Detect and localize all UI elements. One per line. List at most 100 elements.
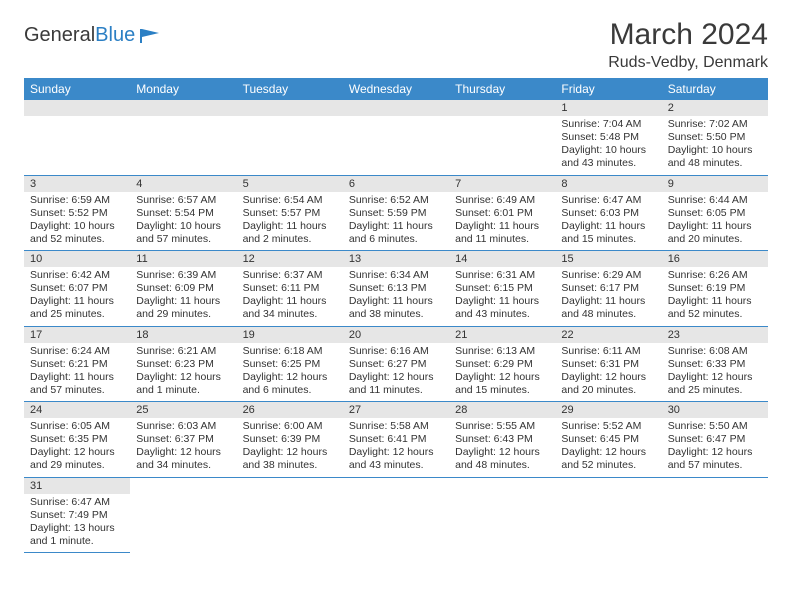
calendar-cell	[237, 100, 343, 175]
day-details: Sunrise: 6:11 AMSunset: 6:31 PMDaylight:…	[555, 343, 661, 402]
day-details: Sunrise: 6:52 AMSunset: 5:59 PMDaylight:…	[343, 192, 449, 251]
sunset-text: Sunset: 6:21 PM	[30, 358, 124, 371]
day-number: 9	[662, 176, 768, 192]
sunset-text: Sunset: 5:52 PM	[30, 207, 124, 220]
day-number: 8	[555, 176, 661, 192]
sunset-text: Sunset: 6:35 PM	[30, 433, 124, 446]
day-details: Sunrise: 7:04 AMSunset: 5:48 PMDaylight:…	[555, 116, 661, 175]
calendar-cell: 1Sunrise: 7:04 AMSunset: 5:48 PMDaylight…	[555, 100, 661, 175]
daylight-text: Daylight: 11 hours and 38 minutes.	[349, 295, 443, 321]
sunrise-text: Sunrise: 6:29 AM	[561, 269, 655, 282]
calendar-cell: 11Sunrise: 6:39 AMSunset: 6:09 PMDayligh…	[130, 251, 236, 327]
day-number: 11	[130, 251, 236, 267]
daylight-text: Daylight: 11 hours and 43 minutes.	[455, 295, 549, 321]
sunset-text: Sunset: 6:33 PM	[668, 358, 762, 371]
day-details: Sunrise: 6:47 AMSunset: 6:03 PMDaylight:…	[555, 192, 661, 251]
day-details: Sunrise: 6:57 AMSunset: 5:54 PMDaylight:…	[130, 192, 236, 251]
calendar-cell: 5Sunrise: 6:54 AMSunset: 5:57 PMDaylight…	[237, 175, 343, 251]
daylight-text: Daylight: 12 hours and 38 minutes.	[243, 446, 337, 472]
day-details: Sunrise: 6:34 AMSunset: 6:13 PMDaylight:…	[343, 267, 449, 326]
daylight-text: Daylight: 11 hours and 25 minutes.	[30, 295, 124, 321]
sunrise-text: Sunrise: 6:08 AM	[668, 345, 762, 358]
calendar-cell: 4Sunrise: 6:57 AMSunset: 5:54 PMDaylight…	[130, 175, 236, 251]
daylight-text: Daylight: 11 hours and 6 minutes.	[349, 220, 443, 246]
day-details: Sunrise: 6:13 AMSunset: 6:29 PMDaylight:…	[449, 343, 555, 402]
sunset-text: Sunset: 6:27 PM	[349, 358, 443, 371]
sunrise-text: Sunrise: 6:54 AM	[243, 194, 337, 207]
day-number: 15	[555, 251, 661, 267]
calendar-cell: 2Sunrise: 7:02 AMSunset: 5:50 PMDaylight…	[662, 100, 768, 175]
calendar-cell	[343, 477, 449, 553]
calendar-cell: 29Sunrise: 5:52 AMSunset: 6:45 PMDayligh…	[555, 402, 661, 478]
sunset-text: Sunset: 6:07 PM	[30, 282, 124, 295]
daylight-text: Daylight: 11 hours and 57 minutes.	[30, 371, 124, 397]
sunset-text: Sunset: 7:49 PM	[30, 509, 124, 522]
calendar-cell	[130, 477, 236, 553]
logo-flag-icon	[139, 27, 161, 45]
day-number: 31	[24, 478, 130, 494]
calendar-cell	[343, 100, 449, 175]
sunset-text: Sunset: 5:59 PM	[349, 207, 443, 220]
calendar-cell: 9Sunrise: 6:44 AMSunset: 6:05 PMDaylight…	[662, 175, 768, 251]
daylight-text: Daylight: 12 hours and 1 minute.	[136, 371, 230, 397]
daylight-text: Daylight: 11 hours and 48 minutes.	[561, 295, 655, 321]
sunset-text: Sunset: 6:45 PM	[561, 433, 655, 446]
day-details: Sunrise: 6:47 AMSunset: 7:49 PMDaylight:…	[24, 494, 130, 553]
day-number: 3	[24, 176, 130, 192]
daylight-text: Daylight: 11 hours and 34 minutes.	[243, 295, 337, 321]
day-number: 5	[237, 176, 343, 192]
sunset-text: Sunset: 6:03 PM	[561, 207, 655, 220]
daylight-text: Daylight: 11 hours and 15 minutes.	[561, 220, 655, 246]
calendar-row: 24Sunrise: 6:05 AMSunset: 6:35 PMDayligh…	[24, 402, 768, 478]
logo: GeneralBlue	[24, 24, 161, 47]
sunset-text: Sunset: 6:43 PM	[455, 433, 549, 446]
day-details: Sunrise: 6:08 AMSunset: 6:33 PMDaylight:…	[662, 343, 768, 402]
day-number: 17	[24, 327, 130, 343]
sunrise-text: Sunrise: 6:42 AM	[30, 269, 124, 282]
weekday-header: Monday	[130, 78, 236, 100]
calendar-row: 3Sunrise: 6:59 AMSunset: 5:52 PMDaylight…	[24, 175, 768, 251]
daylight-text: Daylight: 10 hours and 48 minutes.	[668, 144, 762, 170]
weekday-header: Friday	[555, 78, 661, 100]
calendar-cell	[449, 100, 555, 175]
sunrise-text: Sunrise: 6:21 AM	[136, 345, 230, 358]
day-details: Sunrise: 6:18 AMSunset: 6:25 PMDaylight:…	[237, 343, 343, 402]
calendar-cell	[130, 100, 236, 175]
daylight-text: Daylight: 12 hours and 29 minutes.	[30, 446, 124, 472]
header: GeneralBlue March 2024 Ruds-Vedby, Denma…	[24, 18, 768, 72]
day-details: Sunrise: 6:31 AMSunset: 6:15 PMDaylight:…	[449, 267, 555, 326]
sunrise-text: Sunrise: 5:50 AM	[668, 420, 762, 433]
sunset-text: Sunset: 6:05 PM	[668, 207, 762, 220]
day-number	[130, 100, 236, 116]
sunrise-text: Sunrise: 7:04 AM	[561, 118, 655, 131]
day-number: 18	[130, 327, 236, 343]
logo-text1: General	[24, 24, 95, 47]
day-number: 29	[555, 402, 661, 418]
sunrise-text: Sunrise: 6:16 AM	[349, 345, 443, 358]
sunset-text: Sunset: 5:48 PM	[561, 131, 655, 144]
sunset-text: Sunset: 6:17 PM	[561, 282, 655, 295]
calendar-cell: 3Sunrise: 6:59 AMSunset: 5:52 PMDaylight…	[24, 175, 130, 251]
calendar-cell: 13Sunrise: 6:34 AMSunset: 6:13 PMDayligh…	[343, 251, 449, 327]
daylight-text: Daylight: 10 hours and 57 minutes.	[136, 220, 230, 246]
calendar-cell: 22Sunrise: 6:11 AMSunset: 6:31 PMDayligh…	[555, 326, 661, 402]
calendar-cell	[24, 100, 130, 175]
calendar-row: 10Sunrise: 6:42 AMSunset: 6:07 PMDayligh…	[24, 251, 768, 327]
daylight-text: Daylight: 11 hours and 2 minutes.	[243, 220, 337, 246]
day-details: Sunrise: 6:21 AMSunset: 6:23 PMDaylight:…	[130, 343, 236, 402]
sunrise-text: Sunrise: 6:37 AM	[243, 269, 337, 282]
calendar-cell	[662, 477, 768, 553]
calendar-cell: 18Sunrise: 6:21 AMSunset: 6:23 PMDayligh…	[130, 326, 236, 402]
day-number	[24, 100, 130, 116]
calendar-cell: 14Sunrise: 6:31 AMSunset: 6:15 PMDayligh…	[449, 251, 555, 327]
day-details: Sunrise: 5:58 AMSunset: 6:41 PMDaylight:…	[343, 418, 449, 477]
weekday-header: Wednesday	[343, 78, 449, 100]
day-number: 30	[662, 402, 768, 418]
day-details: Sunrise: 6:54 AMSunset: 5:57 PMDaylight:…	[237, 192, 343, 251]
calendar-row: 17Sunrise: 6:24 AMSunset: 6:21 PMDayligh…	[24, 326, 768, 402]
day-details: Sunrise: 6:39 AMSunset: 6:09 PMDaylight:…	[130, 267, 236, 326]
day-details: Sunrise: 6:16 AMSunset: 6:27 PMDaylight:…	[343, 343, 449, 402]
daylight-text: Daylight: 12 hours and 15 minutes.	[455, 371, 549, 397]
day-number: 24	[24, 402, 130, 418]
weekday-header: Saturday	[662, 78, 768, 100]
